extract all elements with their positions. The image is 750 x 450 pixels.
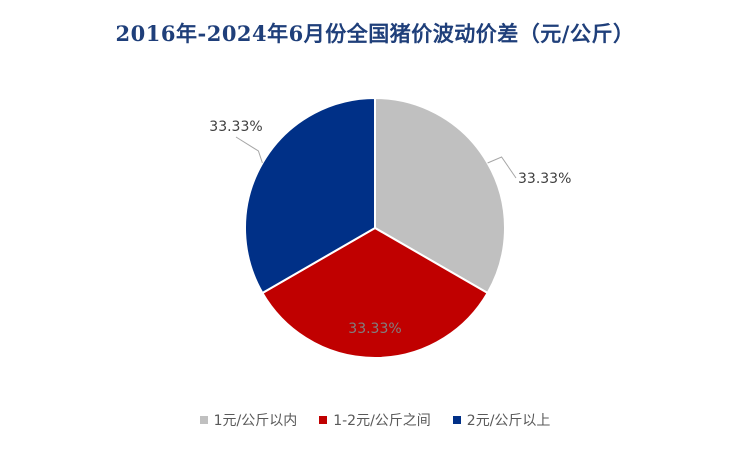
legend-item-2: 2元/公斤以上	[452, 410, 551, 430]
data-label-0: 33.33%	[518, 171, 571, 187]
legend-item-1: 1-2元/公斤之间	[319, 410, 431, 430]
legend-item-0: 1元/公斤以内	[199, 410, 298, 430]
legend-label-1: 1-2元/公斤之间	[333, 413, 431, 429]
legend-swatch-2	[452, 416, 461, 424]
pie-slice-2	[244, 96, 376, 295]
legend-label-0: 1元/公斤以内	[213, 413, 298, 429]
data-label-2: 33.33%	[209, 119, 262, 135]
leader-line-2	[235, 136, 263, 164]
pie-slice-0	[374, 96, 506, 295]
pie-slice-1	[261, 226, 489, 359]
legend: 1元/公斤以内 1-2元/公斤之间 2元/公斤以上	[0, 410, 750, 430]
leader-line-0	[487, 156, 517, 179]
data-label-1: 33.33%	[348, 321, 401, 337]
legend-swatch-0	[199, 416, 208, 424]
legend-swatch-1	[319, 416, 328, 424]
chart-title: 2016年-2024年6月份全国猪价波动价差（元/公斤）	[115, 21, 635, 46]
legend-label-2: 2元/公斤以上	[466, 413, 551, 429]
